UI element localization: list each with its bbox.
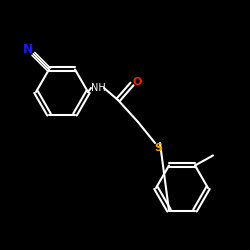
Text: NH: NH — [90, 83, 106, 93]
Text: S: S — [154, 143, 162, 153]
Text: O: O — [132, 77, 142, 87]
Text: N: N — [23, 44, 34, 57]
